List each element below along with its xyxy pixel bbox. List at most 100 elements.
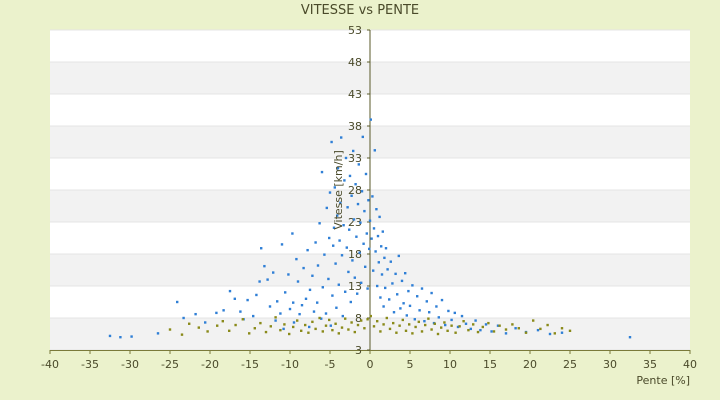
data-point [492,330,496,333]
data-point [331,294,334,297]
data-point [323,253,326,256]
data-point [430,328,433,331]
data-point [353,330,356,334]
data-point [279,328,282,332]
data-point [360,190,364,193]
data-point [156,332,160,335]
data-point [344,317,347,320]
data-point [349,300,352,304]
data-point [357,163,360,166]
data-point [453,311,456,315]
data-point [413,318,416,321]
data-point [350,321,353,324]
data-point [221,320,224,323]
data-point [378,215,381,219]
data-point [382,305,385,308]
data-point [352,218,356,221]
data-point [446,329,449,332]
data-point [342,224,345,227]
data-point [296,319,299,322]
data-point [253,327,256,330]
data-point [416,295,419,298]
data-point [356,292,359,295]
data-point [428,311,431,314]
data-point [331,328,334,332]
data-point [420,330,424,333]
data-point [504,328,508,331]
data-point [292,325,295,329]
data-point [427,317,430,320]
data-point [546,323,549,327]
data-point [433,322,436,325]
x-tick-label: 15 [483,358,497,371]
data-point [182,316,185,320]
x-tick-label: -10 [281,358,299,371]
data-point [382,323,385,326]
data-point [274,316,277,319]
data-point [338,239,341,242]
data-point [324,324,328,327]
data-point [376,234,380,238]
data-point [204,321,207,324]
y-tick-label: 48 [348,56,362,69]
data-point [264,330,268,334]
data-point [361,135,364,139]
data-point [430,291,433,295]
data-point [252,314,255,318]
data-point [258,280,261,283]
data-point [396,293,399,296]
data-point [341,314,344,318]
data-point [355,235,358,238]
data-point [222,309,225,312]
data-point [394,272,397,276]
data-point [339,201,342,204]
data-point [367,199,370,202]
data-point [476,330,480,334]
y-axis-label: Vitesse [km/h] [332,150,345,230]
data-point [320,170,324,174]
data-point [517,327,520,330]
data-point [324,312,328,315]
data-point [266,278,269,281]
data-point [346,206,349,209]
data-point [332,226,336,229]
data-point [400,279,404,283]
data-point [353,276,356,279]
data-point [384,286,387,290]
data-point [296,280,300,283]
data-point [404,329,408,332]
data-point [423,320,426,323]
data-point [348,174,352,178]
data-point [524,331,528,334]
x-tick-label: 0 [367,358,374,371]
data-point [263,264,266,268]
data-point [352,149,355,153]
data-point [337,283,340,286]
data-point [360,281,363,284]
data-point [302,266,305,270]
data-point [496,324,500,327]
data-point [408,323,411,326]
y-tick-label: 33 [348,152,362,165]
data-point [373,149,376,152]
data-point [397,254,400,258]
data-point [365,232,368,235]
data-point [312,310,316,313]
data-point [418,309,421,312]
axes [49,29,691,354]
data-point [327,277,330,281]
data-point [318,316,321,320]
data-point [347,328,350,331]
y-tick-label: 43 [348,88,362,101]
data-point [374,250,377,253]
data-point [350,194,353,197]
data-point [354,183,357,186]
data-point [388,327,392,331]
data-point [344,156,348,160]
data-point [372,325,376,328]
data-point [450,318,453,322]
x-tick-label: 25 [563,358,577,371]
data-point [330,140,333,144]
data-point [364,172,368,176]
